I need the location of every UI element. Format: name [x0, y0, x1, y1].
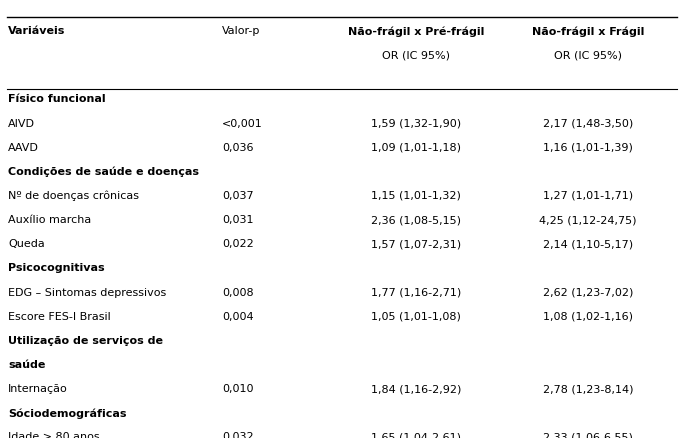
Text: AAVD: AAVD — [8, 142, 39, 152]
Text: 1,59 (1,32-1,90): 1,59 (1,32-1,90) — [371, 118, 461, 128]
Text: Escore FES-I Brasil: Escore FES-I Brasil — [8, 311, 111, 321]
Text: 2,14 (1,10-5,17): 2,14 (1,10-5,17) — [543, 239, 633, 249]
Text: AIVD: AIVD — [8, 118, 35, 128]
Text: Nº de doenças crônicas: Nº de doenças crônicas — [8, 191, 140, 201]
Text: 1,77 (1,16-2,71): 1,77 (1,16-2,71) — [371, 287, 461, 297]
Text: Internação: Internação — [8, 383, 68, 393]
Text: 2,78 (1,23-8,14): 2,78 (1,23-8,14) — [543, 383, 633, 393]
Text: 4,25 (1,12-24,75): 4,25 (1,12-24,75) — [540, 215, 637, 225]
Text: 1,05 (1,01-1,08): 1,05 (1,01-1,08) — [371, 311, 461, 321]
Text: 0,036: 0,036 — [222, 142, 254, 152]
Text: Auxílio marcha: Auxílio marcha — [8, 215, 92, 225]
Text: Físico funcional: Físico funcional — [8, 94, 106, 104]
Text: <0,001: <0,001 — [222, 118, 263, 128]
Text: 2,36 (1,08-5,15): 2,36 (1,08-5,15) — [371, 215, 461, 225]
Text: Não-frágil x Frágil: Não-frágil x Frágil — [532, 26, 644, 37]
Text: 1,65 (1,04-2,61): 1,65 (1,04-2,61) — [371, 431, 461, 438]
Text: 2,17 (1,48-3,50): 2,17 (1,48-3,50) — [543, 118, 633, 128]
Text: 0,037: 0,037 — [222, 191, 254, 201]
Text: saúde: saúde — [8, 359, 46, 369]
Text: Condições de saúde e doenças: Condições de saúde e doenças — [8, 166, 199, 177]
Text: 2,62 (1,23-7,02): 2,62 (1,23-7,02) — [543, 287, 633, 297]
Text: 1,09 (1,01-1,18): 1,09 (1,01-1,18) — [371, 142, 461, 152]
Text: 2,33 (1,06-6,55): 2,33 (1,06-6,55) — [543, 431, 633, 438]
Text: OR (IC 95%): OR (IC 95%) — [554, 50, 622, 60]
Text: Valor-p: Valor-p — [222, 26, 261, 36]
Text: 1,84 (1,16-2,92): 1,84 (1,16-2,92) — [371, 383, 461, 393]
Text: 1,08 (1,02-1,16): 1,08 (1,02-1,16) — [543, 311, 633, 321]
Text: 1,15 (1,01-1,32): 1,15 (1,01-1,32) — [371, 191, 461, 201]
Text: Variáveis: Variáveis — [8, 26, 66, 36]
Text: Idade > 80 anos: Idade > 80 anos — [8, 431, 100, 438]
Text: 0,031: 0,031 — [222, 215, 254, 225]
Text: Utilização de serviços de: Utilização de serviços de — [8, 335, 163, 345]
Text: 0,022: 0,022 — [222, 239, 254, 249]
Text: 1,27 (1,01-1,71): 1,27 (1,01-1,71) — [543, 191, 633, 201]
Text: 0,008: 0,008 — [222, 287, 254, 297]
Text: Psicocognitivas: Psicocognitivas — [8, 263, 105, 273]
Text: Queda: Queda — [8, 239, 45, 249]
Text: 0,010: 0,010 — [222, 383, 254, 393]
Text: 1,57 (1,07-2,31): 1,57 (1,07-2,31) — [371, 239, 461, 249]
Text: EDG – Sintomas depressivos: EDG – Sintomas depressivos — [8, 287, 166, 297]
Text: 0,032: 0,032 — [222, 431, 254, 438]
Text: 0,004: 0,004 — [222, 311, 254, 321]
Text: 1,16 (1,01-1,39): 1,16 (1,01-1,39) — [543, 142, 633, 152]
Text: Não-frágil x Pré-frágil: Não-frágil x Pré-frágil — [347, 26, 484, 37]
Text: Sóciodemográficas: Sóciodemográficas — [8, 407, 127, 418]
Text: OR (IC 95%): OR (IC 95%) — [382, 50, 450, 60]
